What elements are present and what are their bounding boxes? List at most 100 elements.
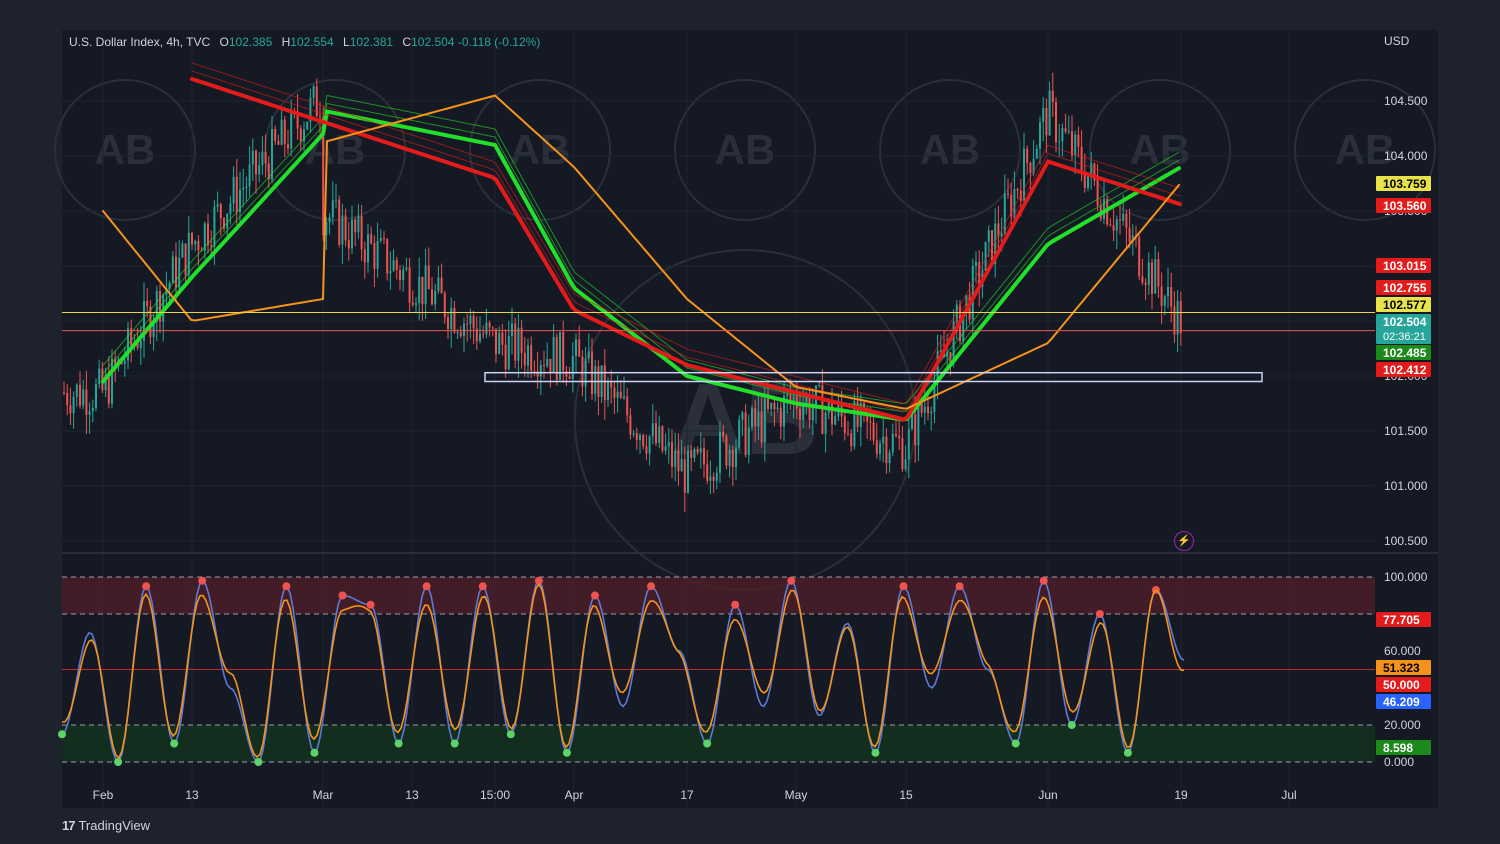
candle-body	[530, 345, 533, 371]
candle-body	[629, 415, 632, 435]
candle-body	[191, 232, 193, 245]
stoch-signal-dot	[703, 739, 712, 748]
ema-ribbon-0	[102, 102, 1180, 413]
candle-body	[594, 366, 597, 394]
price-label-bg	[1376, 198, 1431, 213]
time-axis[interactable]: Feb 13 Mar 13 15:00 Apr 17 May 15 Jun 19 Jul	[93, 788, 1297, 802]
support-zone-box[interactable]	[484, 371, 1263, 383]
candle-body	[203, 223, 206, 252]
candle-body	[363, 249, 366, 263]
candle-body	[184, 243, 187, 276]
stoch-label: 8.598	[1383, 741, 1413, 755]
watermark-seal	[674, 79, 816, 221]
stoch-signal-dot	[647, 582, 656, 591]
candle-body	[1026, 148, 1029, 163]
candle-body	[139, 340, 142, 348]
stoch-label-bg	[1376, 677, 1431, 692]
candle-body	[399, 269, 401, 281]
price-label: 102.412	[1383, 363, 1427, 377]
candle-body	[408, 267, 411, 303]
stoch-signal-dot	[1095, 610, 1104, 618]
stoch-signal-dot	[1011, 739, 1020, 748]
candle-body	[1045, 108, 1048, 136]
candle-body	[491, 327, 494, 329]
candle-body	[296, 111, 299, 129]
candle-body	[1080, 146, 1083, 172]
candle-body	[904, 459, 907, 470]
candle-body	[517, 327, 520, 361]
candle-body	[475, 328, 478, 342]
candle-body	[383, 237, 385, 240]
candle-body	[395, 260, 398, 270]
candle-body	[1035, 148, 1038, 159]
stoch-label-bg	[1376, 612, 1431, 627]
candle-body	[645, 446, 648, 454]
candle-body	[1016, 188, 1019, 191]
candle-body	[415, 303, 417, 305]
candle-body	[552, 336, 555, 373]
tradingview-brand[interactable]: 17 TradingView	[62, 818, 150, 833]
candle-body	[255, 150, 257, 175]
candle-body	[447, 317, 449, 330]
candle-body	[466, 323, 469, 325]
candle-body	[834, 416, 837, 425]
time-tick: 13	[185, 788, 199, 802]
candle-body	[1119, 219, 1121, 221]
candle-body	[703, 448, 705, 465]
price-label: 103.015	[1383, 259, 1427, 273]
candle-body	[459, 332, 462, 337]
candle-body	[107, 374, 110, 404]
candle-body	[306, 121, 309, 130]
candle-body	[1007, 193, 1009, 195]
candle-body	[546, 359, 549, 367]
symbol-legend: U.S. Dollar Index, 4h, TVC O102.385 H102…	[69, 35, 540, 49]
candle-body	[373, 243, 376, 269]
candle-body	[616, 391, 619, 398]
time-tick: Jul	[1281, 788, 1296, 802]
candle-body	[671, 442, 673, 467]
candle-body	[632, 433, 635, 435]
candle-body	[917, 402, 920, 446]
candle-body	[319, 116, 321, 118]
lightning-icon[interactable]: ⚡	[1174, 531, 1194, 551]
candle-body	[171, 256, 174, 283]
candle-body	[779, 407, 782, 427]
symbol-name[interactable]: U.S. Dollar Index, 4h, TVC	[69, 35, 211, 49]
stochastic-panel[interactable]	[58, 576, 1375, 766]
candle-body	[773, 402, 776, 410]
candle-body	[223, 218, 225, 229]
candle-body	[267, 163, 270, 180]
candle-body	[424, 265, 427, 305]
candle-body	[872, 422, 875, 441]
candle-body	[335, 199, 337, 201]
price-label-bg	[1376, 345, 1431, 360]
candle-body	[216, 204, 219, 207]
candle-body	[469, 315, 472, 324]
tradingview-logo-icon: 17	[62, 818, 76, 833]
candle-body	[354, 219, 357, 233]
currency-label[interactable]: USD	[1384, 34, 1410, 48]
candle-body	[898, 435, 901, 439]
candle-body	[1160, 286, 1163, 306]
price-labels: 103.759 103.560 103.015 102.755 102.577 102.5…	[1376, 176, 1431, 755]
candle-body	[434, 290, 437, 305]
candle-body	[1157, 259, 1160, 287]
candle-body	[725, 436, 728, 466]
candle-body	[347, 240, 350, 249]
stoch-signal-dot	[899, 582, 908, 591]
candle-body	[187, 232, 190, 276]
candle-body	[888, 452, 891, 464]
candle-body	[587, 351, 590, 359]
stoch-tick: 20.000	[1384, 718, 1421, 732]
stoch-label-bg	[1376, 660, 1431, 675]
candle-body	[472, 315, 475, 329]
candle-body	[392, 260, 395, 271]
stoch-signal-dot	[731, 600, 740, 609]
candle-body	[79, 384, 81, 406]
candle-body	[482, 333, 485, 335]
candle-body	[146, 300, 149, 307]
watermark-seal	[54, 79, 196, 221]
time-tick: 13	[405, 788, 419, 802]
candle-body	[802, 406, 805, 420]
